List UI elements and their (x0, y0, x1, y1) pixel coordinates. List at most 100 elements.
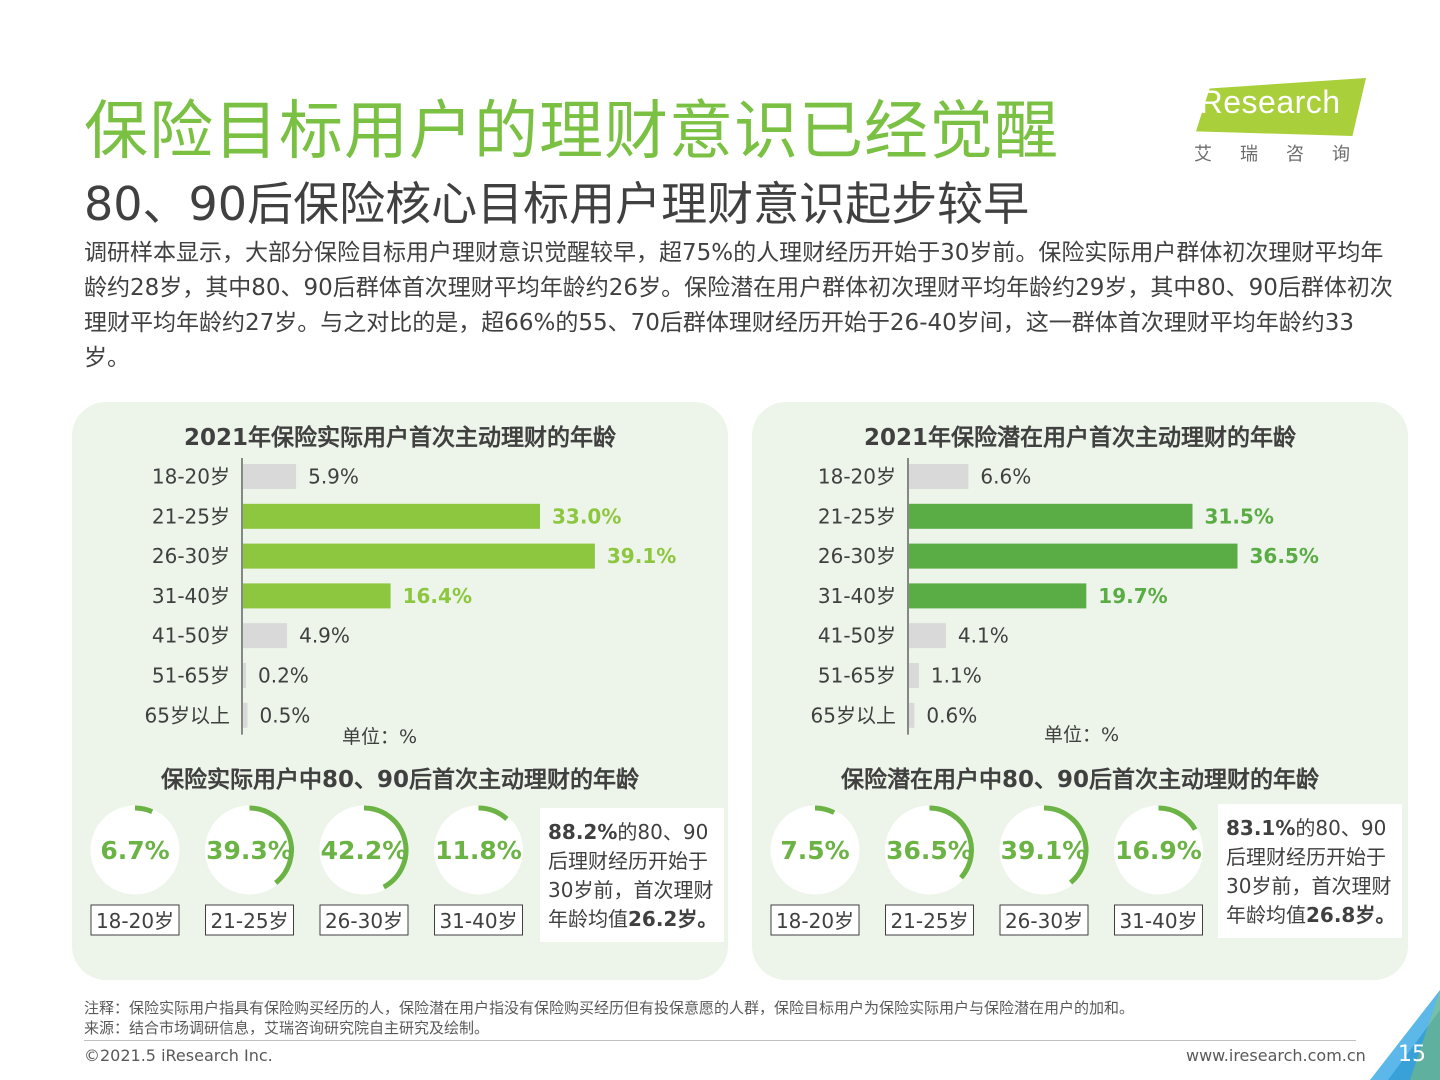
actual-unit-label: 单位：% (342, 726, 418, 748)
actual-category-label: 21-25岁 (152, 504, 230, 528)
actual-value-label: 16.4% (403, 584, 472, 608)
potential-ring-value: 7.5% (780, 836, 849, 865)
actual-category-label: 41-50岁 (152, 624, 230, 648)
potential-ring-title: 保险潜在用户中80、90后首次主动理财的年龄 (840, 767, 1319, 793)
potential-bar (909, 583, 1087, 609)
potential-category-label: 18-20岁 (818, 465, 896, 489)
actual-ring-value: 42.2% (321, 836, 408, 865)
potential-note-percent: 83.1% (1226, 816, 1296, 840)
potential-ring-category-box (885, 904, 974, 936)
actual-age-bar-chart: 18-20岁 5.9% 21-25岁 33.0% 26-30岁 39.1% 31-40岁 16… (145, 458, 676, 735)
actual-ring-value: 11.8% (435, 836, 522, 865)
potential-ring-category-box (770, 904, 860, 936)
potential-bar (909, 543, 1238, 569)
actual-summary-note: 88.2%的80、90后理财经历开始于30岁前，首次理财年龄均值26.2岁。 (540, 808, 724, 942)
actual-value-label: 0.2% (258, 664, 309, 688)
actual-bar (243, 464, 297, 489)
iresearch-logo: iResearch 艾瑞咨询 (1186, 76, 1376, 166)
potential-value-label: 4.1% (958, 624, 1009, 648)
potential-bar-chart-title: 2021年保险潜在用户首次主动理财的年龄 (863, 425, 1296, 451)
actual-note-age: 26.2岁。 (628, 907, 718, 931)
potential-ring-arc (814, 805, 836, 815)
logo-text: iResearch (1192, 84, 1341, 120)
potential-ring-category-label: 31-40岁 (1119, 909, 1197, 933)
potential-ring-value: 36.5% (886, 836, 973, 865)
potential-ring-category-label: 18-20岁 (776, 909, 854, 933)
website-link[interactable]: www.iresearch.com.cn (1186, 1046, 1366, 1065)
actual-ring-category-label: 26-30岁 (325, 909, 403, 933)
potential-ring-value: 16.9% (1115, 836, 1202, 865)
actual-bar (243, 663, 246, 688)
potential-value-label: 6.6% (980, 465, 1031, 489)
potential-ring-value: 39.1% (1001, 836, 1088, 865)
page-number: 15 (1398, 1042, 1426, 1067)
actual-users-panel: 2021年保险实际用户首次主动理财的年龄 18-20岁 5.9% 21-25岁 33.… (72, 402, 728, 980)
page-title: 保险目标用户的理财意识已经觉醒 (84, 95, 1059, 169)
potential-bar (909, 663, 919, 688)
actual-ring-category-label: 21-25岁 (210, 909, 288, 933)
potential-users-panel: 2021年保险潜在用户首次主动理财的年龄 18-20岁 6.6% 21-25岁 31.… (752, 402, 1408, 980)
intro-paragraph: 调研样本显示，大部分保险目标用户理财意识觉醒较早，超75%的人理财经历开始于30… (84, 240, 1393, 371)
potential-bar (909, 623, 946, 649)
potential-note-text: 的80、90后理财经历开始于30岁前，首次理财年龄均值 (1226, 816, 1392, 927)
potential-ring-category-label: 21-25岁 (890, 909, 968, 933)
actual-ring-value: 6.7% (100, 836, 169, 865)
actual-ring-arc (363, 805, 409, 890)
actual-note-text: 的80、90后理财经历开始于30岁前，首次理财年龄均值 (548, 820, 714, 931)
actual-ring-category-label: 31-40岁 (439, 909, 517, 933)
actual-category-label: 65岁以上 (145, 703, 230, 727)
potential-category-label: 21-25岁 (818, 504, 896, 528)
potential-bar (909, 503, 1193, 529)
actual-category-label: 18-20岁 (152, 465, 230, 489)
actual-category-label: 26-30岁 (152, 544, 230, 568)
potential-ring-arc (929, 805, 974, 880)
footnote-source: 来源：结合市场调研信息，艾瑞咨询研究院自主研究及绘制。 (84, 1019, 490, 1037)
potential-value-label: 1.1% (931, 664, 982, 688)
potential-note-age: 26.8岁。 (1306, 903, 1396, 927)
potential-age-bar-chart: 18-20岁 6.6% 21-25岁 31.5% 26-30岁 36.5% 31-40岁 19… (811, 458, 1319, 735)
actual-ring-arc (478, 805, 509, 821)
potential-ring-charts: 7.5% 18-20岁 36.5% 21-25岁 39.1% 26-30岁 16.9% 31-… (770, 805, 1203, 936)
actual-value-label: 5.9% (308, 465, 359, 489)
actual-ring-category-box (434, 904, 523, 936)
actual-value-label: 0.5% (260, 703, 311, 727)
actual-ring-value: 39.3% (206, 836, 293, 865)
potential-ring-arc (1043, 805, 1089, 885)
potential-category-label: 26-30岁 (818, 544, 896, 568)
actual-ring-category-label: 18-20岁 (96, 909, 174, 933)
corner-decoration (1370, 990, 1440, 1080)
footnote-note: 注释：保险实际用户指具有保险购买经历的人，保险潜在用户指没有保险购买经历但有投保… (84, 999, 1135, 1017)
actual-ring-category-box (319, 904, 409, 936)
potential-summary-note: 83.1%的80、90后理财经历开始于30岁前，首次理财年龄均值26.8岁。 (1218, 804, 1402, 938)
actual-ring-charts: 6.7% 18-20岁 39.3% 21-25岁 42.2% 26-30岁 11.8% 31-… (90, 805, 523, 936)
potential-value-label: 0.6% (926, 703, 977, 727)
actual-ring-arc (249, 805, 294, 885)
footer-divider (84, 1040, 1356, 1041)
actual-ring-category-box (90, 904, 180, 936)
potential-bar (909, 702, 915, 728)
actual-value-label: 33.0% (552, 504, 621, 528)
potential-unit-label: 单位：% (1044, 724, 1120, 746)
potential-value-label: 19.7% (1098, 584, 1167, 608)
potential-ring-category-label: 26-30岁 (1005, 909, 1083, 933)
potential-ring-category-box (999, 904, 1089, 936)
actual-bar (243, 543, 595, 569)
actual-ring-arc (134, 805, 154, 814)
actual-category-label: 31-40岁 (152, 584, 230, 608)
logo-badge (1196, 78, 1366, 136)
potential-category-label: 41-50岁 (818, 624, 896, 648)
potential-category-label: 51-65岁 (818, 664, 896, 688)
actual-bar (243, 503, 540, 529)
potential-category-label: 65岁以上 (811, 703, 896, 727)
actual-value-label: 4.9% (299, 624, 350, 648)
potential-bar (909, 464, 969, 489)
actual-value-label: 39.1% (607, 544, 676, 568)
potential-value-label: 31.5% (1205, 504, 1274, 528)
copyright: ©2021.5 iResearch Inc. (84, 1046, 273, 1065)
actual-bar (243, 583, 391, 609)
actual-category-label: 51-65岁 (152, 664, 230, 688)
potential-category-label: 31-40岁 (818, 584, 896, 608)
actual-bar (243, 623, 288, 649)
actual-note-percent: 88.2% (548, 820, 618, 844)
actual-ring-category-box (205, 904, 294, 936)
